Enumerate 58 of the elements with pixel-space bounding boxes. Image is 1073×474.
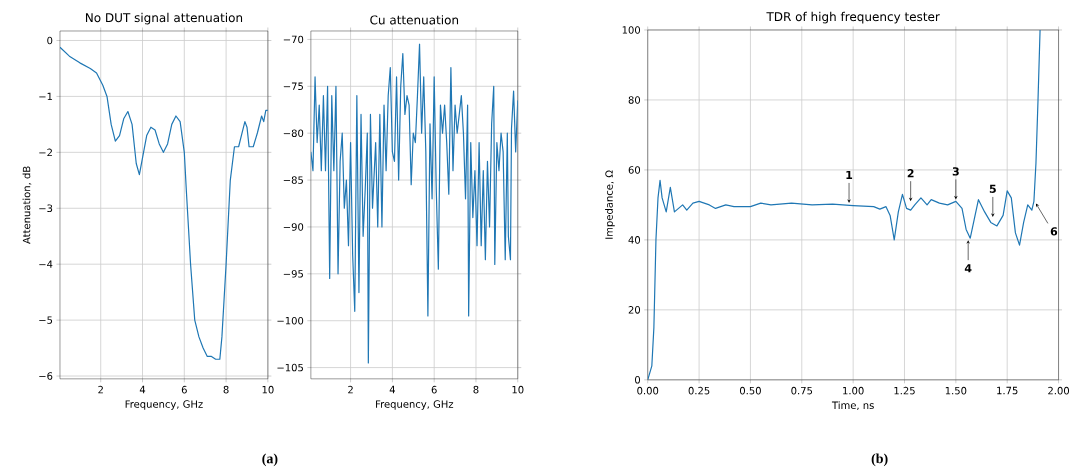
y-tick-label: 0 [635, 376, 641, 384]
x-tick-label: 0.75 [791, 386, 813, 395]
y-tick-label: −1 [39, 92, 53, 101]
y-tick-label: −5 [39, 316, 53, 324]
text: (b) [871, 453, 888, 467]
y-tick-label: −6 [39, 372, 53, 380]
y-tick-label: 100 [622, 26, 641, 34]
y-axis-title: Impedance, Ω [605, 170, 615, 239]
y-tick-label: −2 [39, 148, 52, 157]
annotation: 3 [952, 167, 959, 176]
x-tick-label: 8 [473, 385, 479, 394]
x-tick-label: 1.50 [945, 386, 967, 395]
y-tick-label: −80 [283, 129, 304, 138]
chart-title: TDR of high frequency tester [766, 11, 940, 24]
x-tick-label: 6 [431, 385, 437, 394]
annotation: 2 [907, 169, 914, 178]
y-tick-label: 20 [628, 306, 641, 314]
y-tick-label: −70 [283, 35, 304, 44]
chart-title: Cu attenuation [370, 15, 459, 25]
y-tick-label: −4 [39, 260, 53, 268]
x-axis-title: Frequency, GHz [376, 400, 454, 410]
y-tick-label: −90 [283, 223, 304, 231]
chart-title: No DUT signal attenuation [85, 12, 243, 25]
x-tick-label: 8 [223, 385, 229, 394]
y-tick-label: 40 [628, 236, 641, 244]
x-tick-label: 1.75 [997, 386, 1018, 395]
y-tick-label: −95 [283, 270, 303, 278]
x-tick-label: 2.00 [1048, 386, 1070, 395]
annotation: 4 [964, 264, 972, 273]
text: (a) [262, 453, 278, 467]
x-tick-label: 2 [98, 385, 103, 394]
x-tick-label: 10 [512, 385, 524, 394]
x-tick-label: 4 [139, 385, 146, 394]
y-tick-label: −3 [39, 204, 53, 213]
y-tick-label: −75 [283, 82, 303, 91]
x-tick-label: 10 [262, 385, 274, 394]
x-tick-label: 1.25 [894, 386, 915, 395]
x-tick-label: 1.00 [843, 386, 864, 395]
y-tick-label: 0 [47, 36, 53, 45]
x-tick-label: 4 [389, 385, 395, 394]
x-tick-label: 6 [181, 385, 187, 394]
line-series [59, 46, 268, 360]
line-series [310, 43, 518, 364]
annotation: 6 [1050, 227, 1058, 236]
y-tick-label: 60 [628, 166, 641, 174]
x-tick-label: 0.50 [739, 386, 761, 395]
x-tick-label: 2 [348, 385, 353, 394]
x-tick-label: 0.25 [688, 386, 710, 395]
y-axis-title: Attenuation, dB [22, 166, 32, 244]
x-axis-title: Frequency, GHz [125, 400, 203, 410]
annotation: 1 [846, 171, 853, 180]
x-tick-label: 0.00 [637, 386, 659, 395]
y-tick-label: −100 [277, 317, 304, 325]
annotation: 5 [989, 184, 996, 194]
x-axis-title: Time, ns [831, 401, 874, 411]
y-tick-label: 80 [628, 96, 641, 104]
y-tick-label: −85 [283, 176, 303, 184]
y-tick-label: −105 [277, 363, 303, 372]
